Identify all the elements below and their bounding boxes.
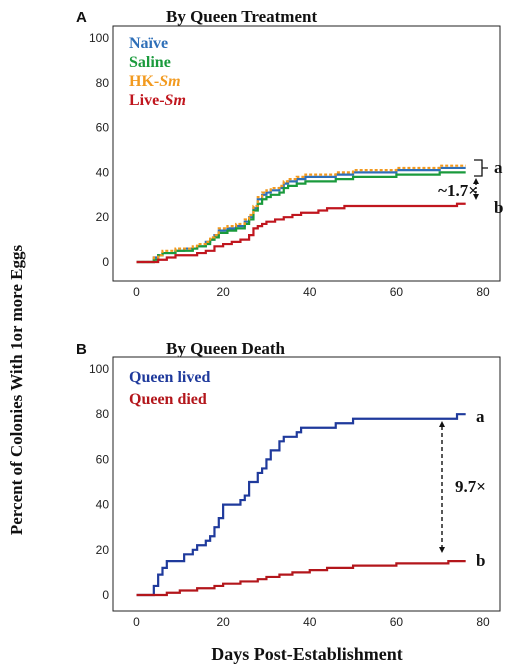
x-axis-label: Days Post-Establishment xyxy=(211,644,403,664)
x-tick-label: 20 xyxy=(216,615,230,629)
x-tick-label: 80 xyxy=(476,285,490,299)
y-tick-label: 100 xyxy=(89,362,109,376)
legend-entry: Live-Sm xyxy=(129,92,186,109)
x-tick-label: 60 xyxy=(390,285,404,299)
significance-letter-a: a xyxy=(494,158,503,177)
y-axis-label: Percent of Colonies With 1or more Eggs xyxy=(7,245,26,536)
plot-frame xyxy=(112,356,501,612)
x-tick-label: 40 xyxy=(303,285,317,299)
x-tick-label: 0 xyxy=(133,615,140,629)
ratio-label: ~1.7× xyxy=(438,181,478,200)
x-tick-label: 0 xyxy=(133,285,140,299)
y-tick-label: 60 xyxy=(96,452,110,466)
arrow-head-up xyxy=(439,421,445,427)
series-line-2 xyxy=(136,560,466,597)
x-tick-label: 80 xyxy=(476,615,490,629)
series-line-2 xyxy=(136,171,466,264)
panel-letter: B xyxy=(76,341,87,358)
legend-entry: HK-Sm xyxy=(129,73,181,90)
plot-frame xyxy=(112,25,501,282)
legend-entry: Saline xyxy=(129,54,171,71)
y-tick-label: 60 xyxy=(96,121,110,135)
series-line-4 xyxy=(136,202,466,264)
y-tick-label: 100 xyxy=(89,31,109,45)
series-line-3 xyxy=(136,164,466,264)
arrow-head-down xyxy=(439,547,445,553)
y-tick-label: 0 xyxy=(102,588,109,602)
x-tick-label: 20 xyxy=(216,285,230,299)
y-tick-label: 0 xyxy=(102,255,109,269)
legend-entry: Queen died xyxy=(129,391,207,408)
panel-b: B By Queen Death 0 20 40 60 80 100 0 20 40 60 80 Quee… xyxy=(76,339,501,629)
ratio-label: 9.7× xyxy=(455,477,486,496)
panel-letter: A xyxy=(76,9,87,26)
series-line-1 xyxy=(136,413,466,597)
significance-letter-a: a xyxy=(476,407,485,426)
x-tick-label: 40 xyxy=(303,615,317,629)
significance-letter-b: b xyxy=(494,198,503,217)
y-tick-label: 40 xyxy=(96,498,110,512)
y-tick-label: 20 xyxy=(96,543,110,557)
x-tick-label: 60 xyxy=(390,615,404,629)
panel-title: By Queen Treatment xyxy=(166,7,317,26)
y-tick-label: 40 xyxy=(96,165,110,179)
legend-entry: Queen lived xyxy=(129,369,210,386)
panel-title: By Queen Death xyxy=(166,339,286,358)
y-tick-label: 80 xyxy=(96,407,110,421)
significance-letter-b: b xyxy=(476,551,485,570)
group-bracket xyxy=(474,159,488,177)
y-tick-label: 20 xyxy=(96,210,110,224)
arrow-head-up xyxy=(473,178,479,184)
y-tick-label: 80 xyxy=(96,76,110,90)
panel-a: A By Queen Treatment 0 20 40 60 80 100 0 20 40 60 80… xyxy=(76,7,503,299)
arrow-head-down xyxy=(473,194,479,200)
legend-entry: Naïve xyxy=(129,35,168,52)
